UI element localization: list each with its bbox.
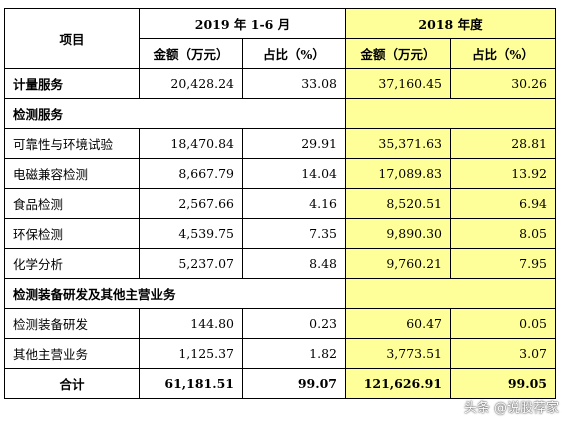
cell-ratio-2019h1: 33.08 (242, 68, 346, 99)
header-item: 项目 (4, 8, 140, 69)
header-amount-2019h1: 金额（万元） (139, 38, 243, 69)
row-label: 计量服务 (4, 68, 140, 99)
cell-ratio-2018: 3.07 (450, 338, 556, 369)
cell-ratio-2019h1: 29.91 (242, 128, 346, 159)
header-ratio-2018: 占比（%） (450, 38, 556, 69)
cell-amount-2018: 37,160.45 (345, 68, 451, 99)
cell-ratio-2018: 30.26 (450, 68, 556, 99)
cell-ratio-2018: 28.81 (450, 128, 556, 159)
table-row: 化学分析 5,237.07 8.48 9,760.21 7.95 (4, 248, 556, 279)
cell-amount-2018: 35,371.63 (345, 128, 451, 159)
watermark: 头条 @说股荐家 (463, 401, 559, 416)
cell-amount-2019h1: 4,539.75 (139, 218, 243, 249)
cell-amount-2019h1: 2,567.66 (139, 188, 243, 219)
cell-ratio-2019h1: 4.16 (242, 188, 346, 219)
header-ratio-2019h1: 占比（%） (242, 38, 346, 69)
cell-amount-2018: 3,773.51 (345, 338, 451, 369)
table-row: 检测装备研发及其他主营业务 (4, 278, 556, 309)
total-row: 合计 61,181.51 99.07 121,626.91 99.05 (4, 368, 556, 399)
row-label: 食品检测 (4, 188, 140, 219)
cell-amount-2018: 9,890.30 (345, 218, 451, 249)
cell-amount-2018: 9,760.21 (345, 248, 451, 279)
row-label: 化学分析 (4, 248, 140, 279)
total-amount-2018: 121,626.91 (345, 368, 451, 399)
table-row: 可靠性与环境试验 18,470.84 29.91 35,371.63 28.81 (4, 128, 556, 159)
cell-amount-2019h1: 1,125.37 (139, 338, 243, 369)
cell-ratio-2018: 7.95 (450, 248, 556, 279)
cell-amount-2019h1: 144.80 (139, 308, 243, 339)
table-row: 检测装备研发 144.80 0.23 60.47 0.05 (4, 308, 556, 339)
table-row: 检测服务 (4, 98, 556, 129)
row-label: 环保检测 (4, 218, 140, 249)
table-row: 其他主营业务 1,125.37 1.82 3,773.51 3.07 (4, 338, 556, 369)
cell-ratio-2019h1: 14.04 (242, 158, 346, 189)
cell-ratio-2019h1: 8.48 (242, 248, 346, 279)
total-amount-2019h1: 61,181.51 (139, 368, 243, 399)
cell-ratio-2019h1: 7.35 (242, 218, 346, 249)
header-row-columns: 金额（万元） 占比（%） 金额（万元） 占比（%） (5, 38, 556, 69)
header-period-2018: 2018 年度 (345, 8, 556, 39)
header-period-2019h1: 2019 年 1-6 月 (139, 8, 346, 39)
row-label: 检测装备研发及其他主营业务 (4, 278, 346, 309)
cell-amount-2019h1: 5,237.07 (139, 248, 243, 279)
cell-amount-2018: 8,520.51 (345, 188, 451, 219)
cell-ratio-2018: 0.05 (450, 308, 556, 339)
cell-ratio-2018: 8.05 (450, 218, 556, 249)
total-label: 合计 (4, 368, 140, 399)
row-label: 其他主营业务 (4, 338, 140, 369)
cell-amount-2019h1: 8,667.79 (139, 158, 243, 189)
cell-amount-2019h1: 18,470.84 (139, 128, 243, 159)
row-label: 检测服务 (4, 98, 346, 129)
row-label: 电磁兼容检测 (4, 158, 140, 189)
table-row: 计量服务 20,428.24 33.08 37,160.45 30.26 (4, 68, 556, 99)
cell-ratio-2018: 13.92 (450, 158, 556, 189)
row-label: 可靠性与环境试验 (4, 128, 140, 159)
cell-amount-2018: 17,089.83 (345, 158, 451, 189)
financial-table: 项目 2019 年 1-6 月 2018 年度 金额（万元） 占比（%） 金额（… (4, 8, 556, 399)
table-row: 环保检测 4,539.75 7.35 9,890.30 8.05 (4, 218, 556, 249)
cell-ratio-2019h1: 1.82 (242, 338, 346, 369)
cell-empty-2018 (345, 278, 556, 309)
cell-ratio-2019h1: 0.23 (242, 308, 346, 339)
cell-amount-2018: 60.47 (345, 308, 451, 339)
cell-ratio-2018: 6.94 (450, 188, 556, 219)
total-ratio-2018: 99.05 (450, 368, 556, 399)
table-row: 电磁兼容检测 8,667.79 14.04 17,089.83 13.92 (4, 158, 556, 189)
table-row: 食品检测 2,567.66 4.16 8,520.51 6.94 (4, 188, 556, 219)
cell-empty-2018 (345, 98, 556, 129)
total-ratio-2019h1: 99.07 (242, 368, 346, 399)
row-label: 检测装备研发 (4, 308, 140, 339)
cell-amount-2019h1: 20,428.24 (139, 68, 243, 99)
header-row-periods: 项目 2019 年 1-6 月 2018 年度 (4, 8, 556, 69)
header-amount-2018: 金额（万元） (345, 38, 451, 69)
